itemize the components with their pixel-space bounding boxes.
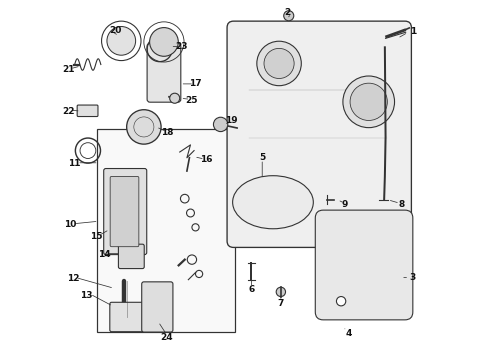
Circle shape — [337, 297, 346, 306]
FancyBboxPatch shape — [104, 168, 147, 255]
Text: 19: 19 — [225, 116, 238, 125]
Circle shape — [107, 27, 136, 55]
FancyBboxPatch shape — [119, 244, 144, 269]
Bar — [97, 129, 235, 332]
Circle shape — [149, 28, 178, 56]
Text: 17: 17 — [189, 80, 202, 89]
Text: 18: 18 — [161, 128, 173, 137]
Text: 21: 21 — [62, 65, 75, 74]
Circle shape — [257, 41, 301, 86]
Text: 11: 11 — [69, 159, 81, 168]
Text: 3: 3 — [410, 273, 416, 282]
Text: 22: 22 — [62, 107, 75, 116]
Text: 24: 24 — [161, 333, 173, 342]
Text: 6: 6 — [248, 285, 255, 294]
FancyBboxPatch shape — [227, 21, 412, 247]
Text: 16: 16 — [200, 155, 213, 164]
Text: 9: 9 — [342, 200, 348, 209]
Text: 2: 2 — [284, 8, 291, 17]
FancyBboxPatch shape — [315, 210, 413, 320]
Circle shape — [126, 110, 161, 144]
FancyBboxPatch shape — [147, 43, 181, 102]
FancyBboxPatch shape — [77, 105, 98, 117]
Text: 1: 1 — [410, 27, 416, 36]
FancyBboxPatch shape — [142, 282, 173, 332]
Circle shape — [264, 48, 294, 78]
Ellipse shape — [233, 176, 313, 229]
Text: 25: 25 — [186, 96, 198, 105]
Text: 13: 13 — [80, 291, 93, 300]
FancyBboxPatch shape — [110, 176, 139, 247]
Text: 15: 15 — [90, 232, 102, 241]
Circle shape — [276, 287, 286, 297]
Text: 5: 5 — [259, 153, 266, 162]
Circle shape — [170, 93, 180, 103]
Circle shape — [284, 11, 294, 21]
Text: 10: 10 — [64, 220, 76, 229]
Text: 23: 23 — [175, 42, 187, 51]
Circle shape — [343, 76, 394, 128]
Text: 12: 12 — [67, 274, 80, 283]
Circle shape — [214, 117, 228, 132]
Text: 8: 8 — [399, 200, 405, 209]
Circle shape — [350, 83, 388, 121]
FancyBboxPatch shape — [110, 302, 147, 332]
Text: 7: 7 — [278, 299, 284, 308]
Text: 14: 14 — [98, 250, 111, 259]
Text: 20: 20 — [109, 26, 122, 35]
Text: 4: 4 — [345, 329, 351, 338]
